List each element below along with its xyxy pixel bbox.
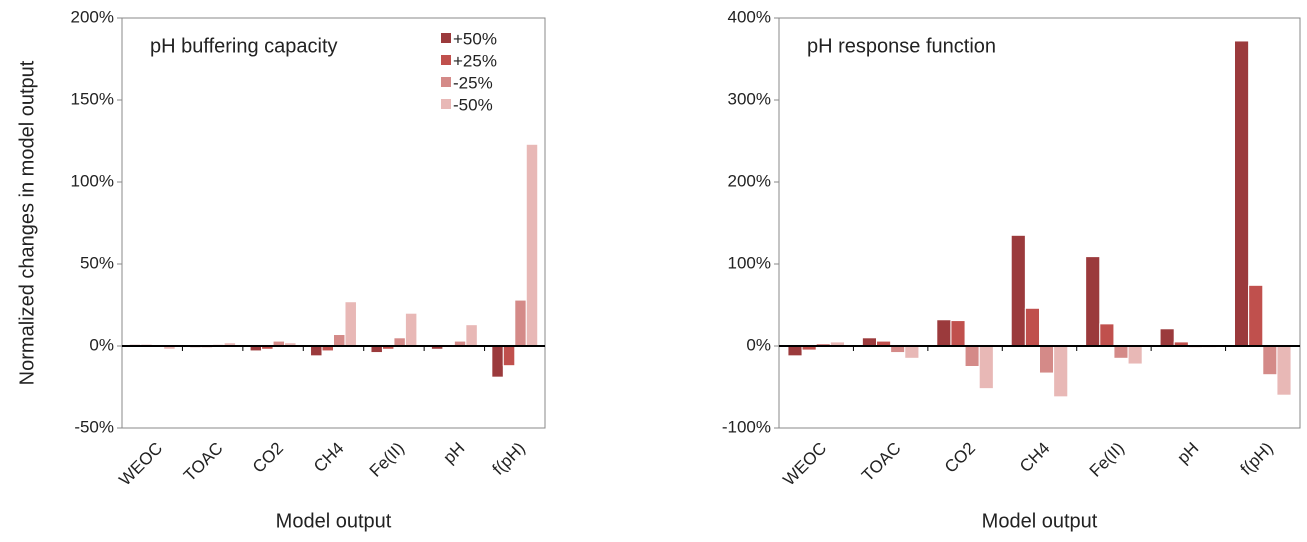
y-tick-label: -100% [722, 417, 771, 436]
bar [1234, 40, 1250, 347]
bar [861, 337, 878, 347]
x-tick-label: pH [440, 439, 469, 468]
bar [904, 345, 920, 359]
bar [333, 334, 346, 347]
bar [936, 319, 952, 347]
x-tick-label: WEOC [779, 439, 830, 490]
legend-label: +25% [453, 51, 497, 70]
bar [502, 345, 516, 367]
x-tick-label: WEOC [115, 439, 166, 490]
bar [344, 301, 357, 347]
bar [1113, 345, 1129, 359]
bar [465, 324, 478, 347]
x-tick-label: pH [1174, 439, 1203, 468]
legend-swatch [441, 33, 451, 43]
bar [1099, 323, 1115, 347]
y-tick-label: 100% [71, 171, 114, 190]
bar [514, 299, 527, 347]
bar [1053, 345, 1069, 398]
x-tick-label: Fe(II) [366, 439, 408, 481]
bar [1276, 345, 1292, 396]
x-tick-label: f(pH) [1237, 439, 1277, 479]
y-tick-label: -50% [74, 417, 114, 436]
bar [491, 345, 504, 378]
x-axis-title: Model output [982, 510, 1098, 532]
bar [1248, 284, 1264, 347]
legend-label: -25% [453, 73, 493, 92]
y-tick-label: 0% [89, 335, 114, 354]
plot-frame [121, 17, 546, 429]
y-tick-label: 50% [80, 253, 114, 272]
x-tick-label: CH4 [310, 439, 347, 476]
x-tick-label: CO2 [941, 439, 979, 477]
bar [964, 345, 980, 367]
legend-label: -50% [453, 95, 493, 114]
x-tick-label: Fe(II) [1086, 439, 1128, 481]
x-tick-label: f(pH) [489, 439, 529, 479]
bar [310, 345, 323, 357]
bar [1085, 256, 1101, 347]
bar [1039, 345, 1055, 374]
legend-label: +50% [453, 29, 497, 48]
bar [1010, 234, 1026, 347]
bar [787, 345, 803, 357]
bar [525, 143, 539, 347]
legend-swatch [441, 77, 451, 87]
y-tick-label: 0% [746, 335, 771, 354]
x-tick-label: CO2 [249, 439, 287, 477]
bar [393, 337, 406, 347]
bar [1159, 328, 1175, 347]
bar [1127, 345, 1143, 365]
legend-swatch [441, 99, 451, 109]
y-tick-label: 150% [71, 89, 114, 108]
y-axis-title: Normalized changes in model output [16, 60, 38, 385]
x-tick-label: TOAC [858, 439, 905, 486]
x-tick-label: CH4 [1016, 439, 1053, 476]
bar [1024, 307, 1040, 347]
x-axis-title: Model output [276, 510, 392, 532]
y-tick-label: 300% [728, 89, 771, 108]
chart-title: pH response function [807, 35, 996, 57]
legend-swatch [441, 55, 451, 65]
bar [1262, 345, 1278, 376]
y-tick-label: 200% [728, 171, 771, 190]
bar [404, 312, 418, 347]
y-tick-label: 400% [728, 7, 771, 26]
x-tick-label: TOAC [180, 439, 227, 486]
y-tick-label: 200% [71, 7, 114, 26]
plot-frame [778, 17, 1301, 429]
bar [950, 320, 966, 347]
y-tick-label: 100% [728, 253, 771, 272]
chart-title: pH buffering capacity [150, 35, 338, 57]
bar [978, 345, 994, 390]
